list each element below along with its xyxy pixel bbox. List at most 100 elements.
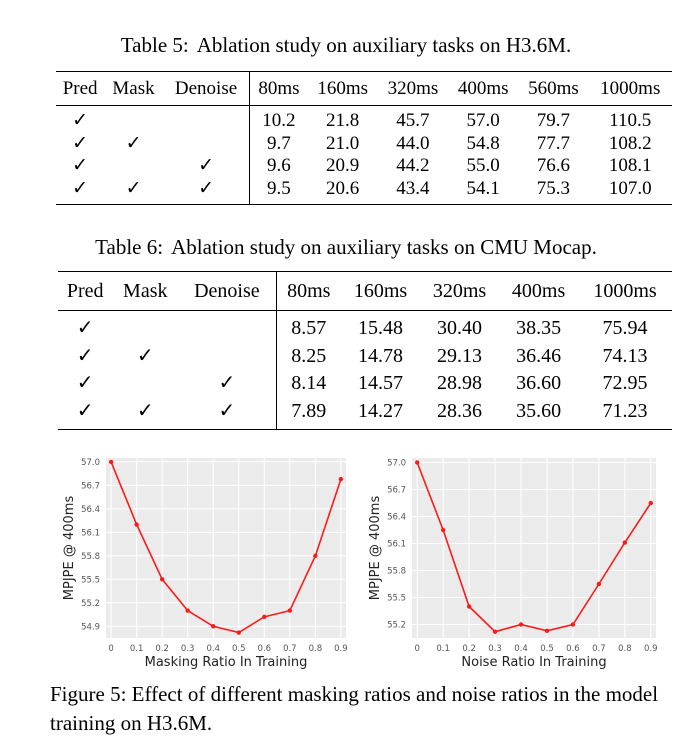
table-cell: 9.6 bbox=[249, 155, 308, 178]
x-tick-label: 0.7 bbox=[283, 644, 297, 654]
x-axis-label: Noise Ratio In Training bbox=[461, 655, 606, 670]
pred-check: ✓ bbox=[72, 132, 89, 154]
table-cell: 21.0 bbox=[326, 132, 360, 154]
pred-check: ✓ bbox=[76, 399, 94, 422]
denoise-check bbox=[163, 133, 250, 156]
denoise-check: ✓ bbox=[218, 399, 236, 422]
data-point bbox=[236, 630, 241, 635]
data-point bbox=[211, 624, 216, 629]
table-cell: 108.2 bbox=[608, 132, 652, 154]
y-tick-label: 56.7 bbox=[81, 481, 100, 491]
y-axis-label: MPJPE @ 400ms bbox=[62, 496, 77, 601]
table-row: ✓ ✓ 8.14 14.57 28.98 36.60 72.95 bbox=[58, 370, 672, 398]
table-row: ✓ ✓ ✓ 9.5 20.6 43.4 54.1 75.3 107.0 bbox=[56, 177, 672, 205]
table-cell: 21.8 bbox=[326, 110, 360, 132]
table-row: ✓ ✓ 8.25 14.78 29.13 36.46 74.13 bbox=[58, 342, 672, 371]
x-tick-label: 0.4 bbox=[206, 644, 220, 654]
mask-check: ✓ bbox=[136, 344, 154, 367]
table-cell: 74.13 bbox=[602, 344, 648, 367]
table6-header: 320ms bbox=[432, 279, 487, 302]
data-point bbox=[544, 628, 550, 633]
data-point bbox=[518, 622, 524, 627]
table5-label: Table 5: bbox=[120, 33, 189, 57]
table-cell: 30.40 bbox=[437, 317, 483, 340]
table5-header: 320ms bbox=[387, 77, 439, 99]
y-tick-label: 57.0 bbox=[387, 459, 406, 469]
table5-caption: Table 5: Ablation study on auxiliary task… bbox=[0, 33, 692, 58]
table-cell: 38.35 bbox=[516, 317, 562, 340]
data-point bbox=[185, 608, 190, 613]
mask-check bbox=[112, 311, 178, 343]
table-cell: 107.0 bbox=[608, 177, 652, 199]
pred-check: ✓ bbox=[76, 344, 94, 367]
y-tick-label: 56.1 bbox=[387, 540, 406, 550]
y-tick-label: 56.4 bbox=[81, 505, 100, 515]
x-tick-label: 0.3 bbox=[181, 644, 195, 654]
pred-check: ✓ bbox=[72, 177, 89, 199]
y-tick-label: 54.9 bbox=[81, 622, 100, 632]
data-point bbox=[440, 527, 446, 533]
table6-label: Table 6: bbox=[95, 235, 164, 259]
table-cell: 8.14 bbox=[275, 370, 341, 398]
table6-header: 160ms bbox=[353, 279, 408, 302]
table-cell: 36.46 bbox=[516, 344, 562, 367]
x-tick-label: 0.6 bbox=[566, 644, 580, 654]
mask-check: ✓ bbox=[125, 177, 142, 199]
table-cell: 36.60 bbox=[516, 372, 562, 395]
table-cell: 20.9 bbox=[326, 155, 360, 177]
plot-area bbox=[106, 458, 346, 638]
y-tick-label: 55.2 bbox=[81, 599, 100, 609]
table-cell: 9.5 bbox=[249, 177, 308, 205]
table-row: ✓ 10.2 21.8 45.7 57.0 79.7 110.5 bbox=[56, 105, 672, 133]
table-cell: 110.5 bbox=[609, 110, 652, 132]
table5-caption-text: Ablation study on auxiliary tasks on H3.… bbox=[196, 33, 572, 57]
mask-check: ✓ bbox=[125, 132, 142, 154]
table5-header: 400ms bbox=[457, 77, 509, 99]
table-cell: 55.0 bbox=[466, 155, 500, 177]
x-tick-label: 0.5 bbox=[232, 644, 246, 654]
table5-header-row: Pred Mask Denoise 80ms 160ms 320ms 400ms… bbox=[56, 71, 672, 106]
denoise-check: ✓ bbox=[198, 155, 214, 177]
series-line bbox=[416, 462, 652, 633]
table-row: ✓ 8.57 15.48 30.40 38.35 75.94 bbox=[58, 310, 672, 343]
data-point bbox=[134, 522, 139, 527]
data-point bbox=[622, 540, 628, 545]
y-tick-label: 56.1 bbox=[81, 528, 100, 538]
table-cell: 8.57 bbox=[275, 310, 341, 343]
table-row: ✓ ✓ 9.6 20.9 44.2 55.0 76.6 108.1 bbox=[56, 155, 672, 178]
table-cell: 54.1 bbox=[466, 177, 500, 199]
y-tick-label: 55.2 bbox=[387, 621, 406, 631]
table-cell: 75.94 bbox=[602, 317, 648, 340]
x-tick-label: 0.5 bbox=[540, 644, 554, 654]
x-axis-label: Masking Ratio In Training bbox=[145, 655, 308, 670]
x-tick-label: 0 bbox=[108, 644, 113, 654]
table-cell: 76.6 bbox=[536, 155, 571, 177]
masking-ratio-chart: 54.9 55.2 55.5 55.8 56.1 56.4 56.7 57.0 0 0.1 0.2 0… bbox=[62, 458, 348, 670]
data-point bbox=[466, 604, 472, 609]
mask-check bbox=[104, 106, 163, 133]
table-cell: 14.27 bbox=[358, 399, 404, 422]
table-cell: 14.78 bbox=[358, 344, 404, 367]
table-cell: 7.89 bbox=[275, 397, 341, 430]
x-tick-label: 0.7 bbox=[592, 644, 606, 654]
x-tick-label: 0.3 bbox=[488, 644, 502, 654]
x-tick-label: 0.2 bbox=[155, 644, 169, 654]
x-tick-label: 0.6 bbox=[258, 644, 272, 654]
table5-header: Mask bbox=[112, 77, 155, 99]
data-point bbox=[287, 608, 293, 613]
x-tick-label: 0.9 bbox=[334, 644, 348, 654]
table-cell: 54.8 bbox=[466, 132, 500, 154]
table-cell: 75.3 bbox=[536, 177, 571, 199]
table6-header: 80ms bbox=[275, 271, 341, 311]
denoise-check: ✓ bbox=[198, 177, 214, 199]
series-line bbox=[110, 461, 342, 634]
table-row: ✓ ✓ ✓ 7.89 14.27 28.36 35.60 71.23 bbox=[58, 397, 672, 430]
table-cell: 35.60 bbox=[516, 399, 562, 422]
denoise-check bbox=[178, 343, 276, 371]
x-tick-label: 0.1 bbox=[436, 644, 450, 654]
plot-area bbox=[412, 458, 656, 638]
mask-check bbox=[112, 370, 178, 398]
table-cell: 20.6 bbox=[326, 177, 360, 199]
noise-ratio-chart: 55.2 55.5 55.8 56.1 56.4 56.7 57.0 0 0.1 0.2 0.3 0.… bbox=[368, 458, 658, 670]
x-tick-label: 0.4 bbox=[514, 644, 528, 654]
